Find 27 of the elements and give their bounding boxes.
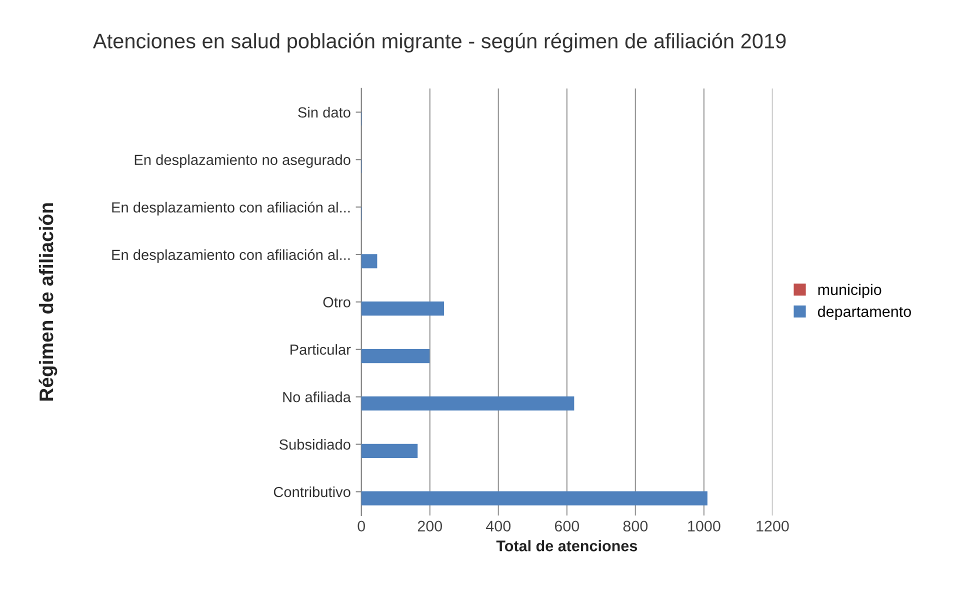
chart-title: Atenciones en salud población migrante - según régimen de afiliación 2019 (92, 32, 786, 53)
bar (361, 348, 430, 364)
x-tick-label: 1000 (688, 520, 720, 532)
y-tick-label: Contributivo (274, 486, 350, 498)
bar (361, 444, 418, 458)
legend-label: municipio (818, 284, 882, 298)
y-tick-label: En desplazamiento con afiliación al... (112, 249, 350, 263)
y-tick-label: Otro (323, 297, 350, 308)
x-tick-label: 0 (358, 520, 366, 532)
x-tick-label: 200 (418, 520, 442, 532)
x-tick-label: 600 (554, 520, 580, 532)
y-tick-label: Particular (290, 344, 351, 355)
x-tick-label: 1200 (756, 520, 789, 532)
bar (361, 491, 708, 506)
x-axis-title: Total de atenciones (496, 540, 638, 552)
y-axis-title: Régimen de afiliación (38, 203, 58, 401)
y-tick-label: En desplazamiento con afiliación al... (112, 202, 350, 216)
x-tick-label: 800 (623, 520, 648, 532)
y-tick-label: No afiliada (283, 392, 351, 402)
bar (361, 396, 574, 411)
y-tick-label: Sin dato (298, 106, 350, 118)
legend-label: departamento (818, 306, 911, 320)
y-tick-label: En desplazamiento no asegurado (134, 154, 350, 168)
x-tick-label: 400 (486, 520, 511, 532)
bar (361, 254, 378, 268)
bar (361, 302, 444, 316)
y-tick-label: Subsidiado (279, 439, 350, 450)
